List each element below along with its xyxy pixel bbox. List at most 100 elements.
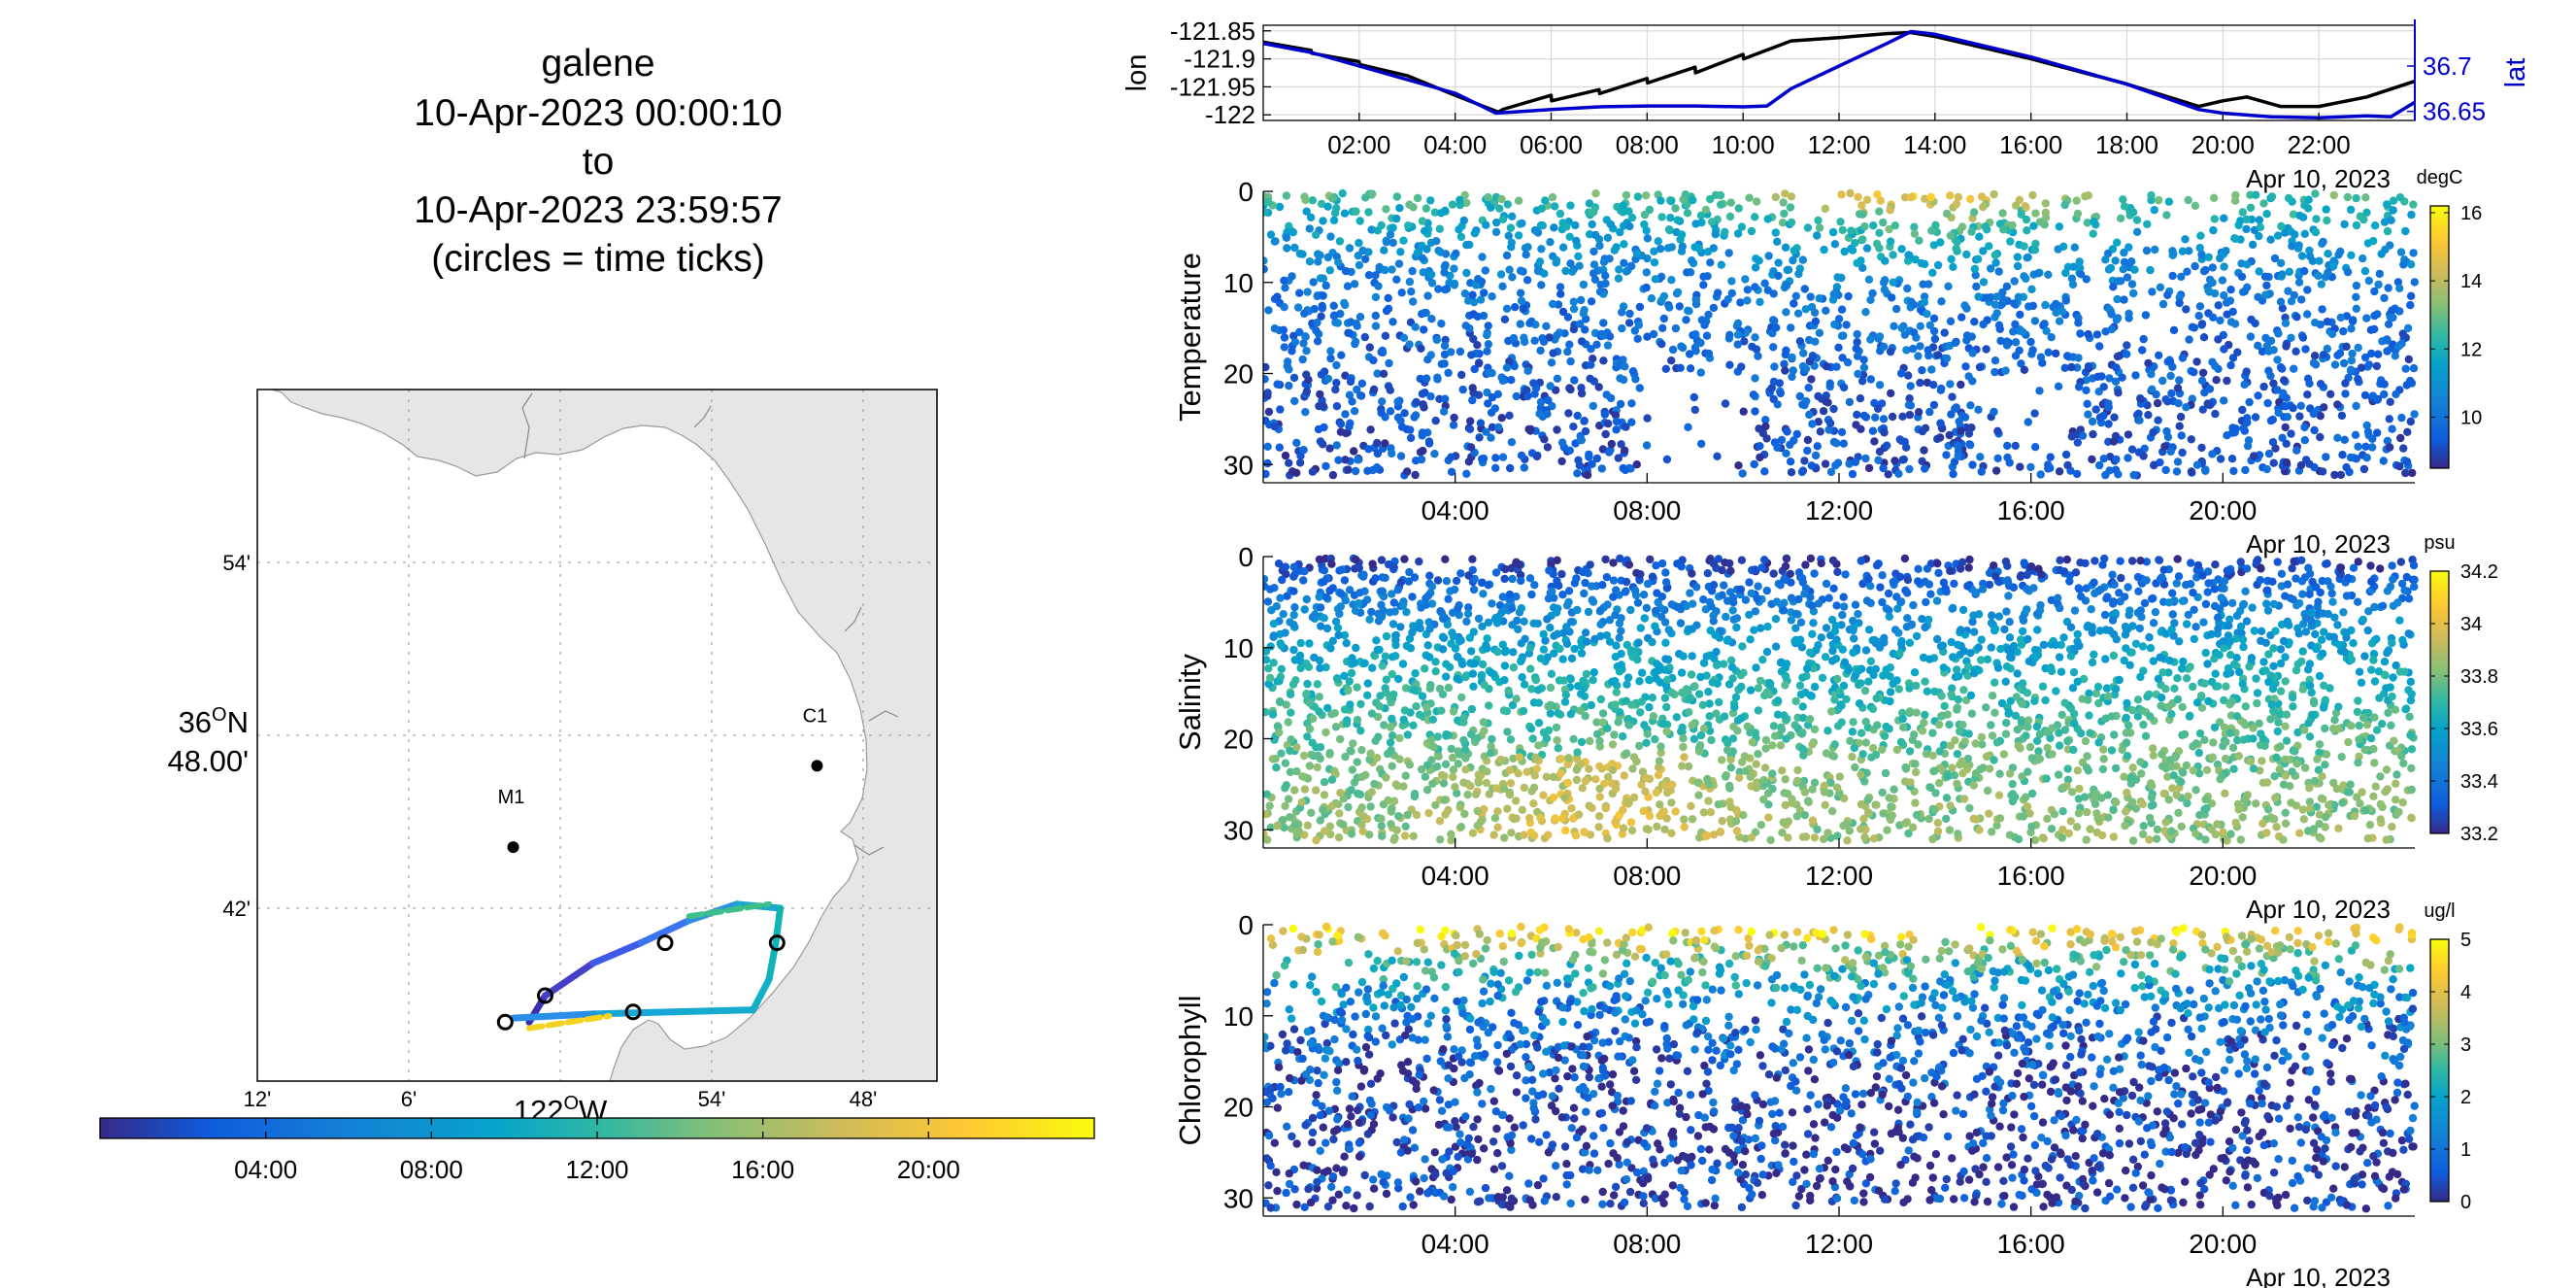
data-point [2282,393,2292,402]
data-point [2281,319,2291,327]
data-point [2341,379,2350,388]
data-point [1968,349,1977,357]
data-point [2393,342,2403,351]
data-point [1570,376,1579,385]
data-point [1982,345,1991,354]
data-point [1350,447,1358,456]
data-point [2055,741,2064,750]
data-point [1462,241,1471,250]
data-point [1985,242,1993,251]
data-point [1666,214,1675,222]
data-point [2367,349,2376,358]
data-point [2328,597,2337,606]
data-point [1624,207,1633,216]
data-point [2238,208,2247,217]
data-point [1800,457,1809,465]
data-point [1331,723,1341,731]
colorbar-unit-label: degC [2417,167,2463,188]
data-point [2188,394,2196,403]
data-point [2281,402,2291,411]
data-point [2055,653,2064,661]
data-point [1869,221,1878,230]
data-point [1603,341,1613,350]
data-point [1540,269,1549,278]
data-point [1418,254,1427,262]
data-point [1321,728,1330,737]
data-point [1910,222,1919,231]
data-point [1869,834,1879,843]
data-point [1912,708,1922,717]
data-point [1264,306,1273,315]
colorbar-tick-label: 16 [2460,203,2482,224]
data-point [2070,243,2079,252]
data-point [2101,255,2110,264]
data-point [1930,334,1940,344]
data-point [1546,382,1555,390]
data-point [2259,199,2268,208]
data-point [1351,606,1360,615]
data-point [1449,421,1458,429]
data-point [2326,390,2335,398]
data-point [1921,464,1929,473]
data-point [1953,237,1961,247]
data-point [1337,351,1346,359]
data-point [1317,370,1326,379]
data-point [2056,556,2064,564]
data-point [1890,457,1899,465]
data-point [2214,335,2223,344]
data-point [1543,653,1553,661]
data-point [1463,609,1473,618]
data-point [1393,782,1402,791]
data-point [1903,256,1913,265]
data-point [2330,360,2340,369]
data-point [2010,277,2019,286]
data-point [2370,324,2379,334]
data-point [1355,598,1363,608]
data-point [2290,290,2298,300]
data-point [2256,576,2264,585]
data-point [2161,685,2170,694]
data-point [2074,319,2083,327]
data-point [2114,277,2123,286]
data-point [1328,636,1338,645]
data-point [2100,554,2109,563]
time-colorbar: 04:00 08:00 12:00 16:00 20:00 [99,1117,1095,1184]
data-point [1556,644,1564,654]
data-point [1872,239,1882,249]
data-point [1886,206,1894,215]
data-point [2177,664,2187,673]
data-point [2040,320,2049,328]
data-point [1401,831,1410,840]
data-point [2388,823,2396,831]
data-point [1389,835,1398,844]
data-point [1349,739,1357,748]
data-point [1759,795,1768,804]
data-point [1751,407,1759,416]
data-point [2001,366,2010,375]
data-point [1469,682,1478,691]
data-point [2182,674,2191,683]
data-point [1331,385,1340,394]
data-point [1857,679,1865,688]
data-point [1433,732,1442,741]
data-point [1394,812,1403,821]
data-point [1565,232,1574,241]
data-point [2173,458,2183,466]
colorbar-tick-label: 14 [2460,271,2482,292]
data-point [1791,291,1801,300]
data-point [1601,429,1610,439]
data-point [2073,629,2082,639]
data-point [1642,441,1652,450]
data-point [1406,433,1416,443]
data-point [2001,677,2010,686]
data-point [2395,462,2404,471]
data-point [2309,358,2319,367]
data-point [1419,446,1427,456]
data-point [1845,397,1855,407]
data-point [1592,454,1602,463]
data-point [1470,297,1479,307]
data-point [1962,336,1971,345]
data-point [2287,333,2295,342]
data-point [1761,422,1770,431]
data-point [2035,218,2045,226]
